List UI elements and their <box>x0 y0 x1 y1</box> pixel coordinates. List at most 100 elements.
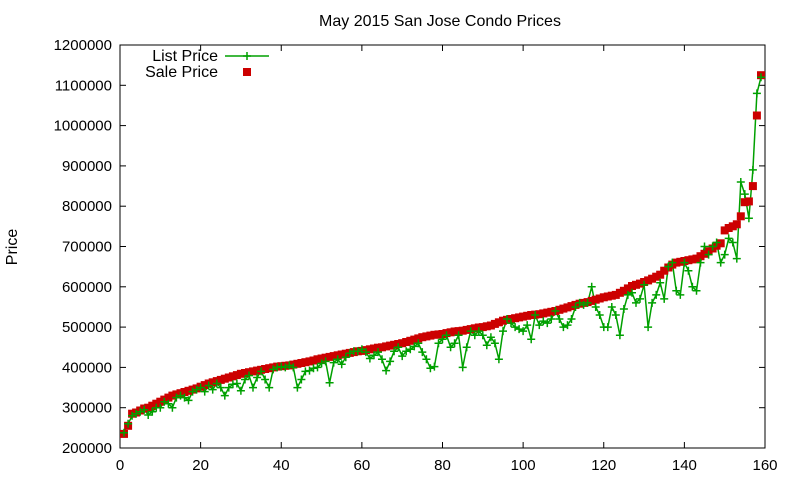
list-price-point <box>523 321 532 330</box>
list-price-point <box>547 315 556 323</box>
list-price-point <box>628 288 636 297</box>
sale-price-point <box>648 274 657 283</box>
sale-price-point <box>732 220 741 229</box>
y-tick-label: 200000 <box>62 440 112 457</box>
sale-price-point <box>390 340 399 349</box>
sale-price-point <box>623 284 632 293</box>
sale-price-point <box>748 182 757 191</box>
list-price-point <box>680 258 689 267</box>
sale-price-point <box>744 197 753 206</box>
legend-list-price-marker <box>243 52 251 60</box>
list-price-point <box>470 331 479 340</box>
list-price-point <box>374 348 382 357</box>
x-tick-label: 60 <box>354 457 371 474</box>
list-price-point <box>656 278 665 287</box>
y-tick-label: 500000 <box>62 319 112 336</box>
list-price-point <box>200 387 209 396</box>
list-price-point <box>672 286 681 295</box>
list-price-point <box>168 403 177 412</box>
sale-price-point <box>184 386 193 395</box>
list-price-point <box>583 298 592 307</box>
sale-price-point <box>378 343 386 352</box>
legend-sale-price-marker <box>243 68 251 76</box>
list-price-point <box>527 335 536 344</box>
sale-price-point <box>700 249 709 258</box>
list-price-point <box>301 367 310 376</box>
list-price-point <box>398 352 407 361</box>
list-price-point <box>744 214 753 223</box>
list-price-point <box>603 323 612 332</box>
list-price-point <box>414 339 423 348</box>
legend-label-sale-price: Sale Price <box>145 64 218 81</box>
list-price-point <box>591 303 600 311</box>
legend-label-list-price: List Price <box>152 48 218 65</box>
x-tick-label: 40 <box>273 457 290 474</box>
list-price-point <box>333 355 342 364</box>
list-price-point <box>325 378 334 387</box>
sale-price-point <box>365 345 374 354</box>
list-price-point <box>434 339 443 348</box>
sale-price-point <box>494 318 503 327</box>
sale-price-point <box>301 358 310 367</box>
list-price-point <box>353 347 362 356</box>
list-price-point <box>273 363 282 372</box>
list-price-point <box>712 238 721 247</box>
y-tick-label: 800000 <box>62 198 112 215</box>
chart-title: May 2015 San Jose Condo Prices <box>319 13 561 30</box>
list-price-point <box>132 409 141 418</box>
sale-price-point <box>740 198 749 207</box>
sale-price-point <box>559 304 568 313</box>
y-tick-label: 400000 <box>62 359 112 376</box>
list-price-point <box>386 357 395 366</box>
list-price-point <box>390 347 399 356</box>
list-price-point <box>740 190 749 199</box>
list-price-point <box>156 403 165 412</box>
list-price-point <box>228 380 237 389</box>
sale-price-point <box>454 327 463 336</box>
legend: List Price Sale Price <box>145 48 269 81</box>
list-price-point <box>212 379 221 388</box>
y-tick-label: 1000000 <box>54 118 112 135</box>
list-price-markers <box>120 73 765 437</box>
list-price-point <box>450 339 459 348</box>
list-price-point <box>361 348 370 357</box>
y-tick-label: 300000 <box>62 400 112 417</box>
list-price-point <box>382 366 391 375</box>
list-price-point <box>144 411 153 419</box>
list-price-point <box>140 405 149 414</box>
list-price-point <box>442 331 451 340</box>
list-price-point <box>249 383 257 392</box>
list-price-point <box>236 386 245 395</box>
sale-price-point <box>236 369 245 378</box>
list-price-point <box>261 375 270 384</box>
sale-price-point <box>724 224 733 232</box>
list-price-point <box>611 311 620 319</box>
plot-frame <box>119 44 766 449</box>
list-price-point <box>220 391 229 400</box>
list-price-point <box>515 325 524 334</box>
list-price-point <box>720 250 729 259</box>
list-price-point <box>124 419 133 428</box>
x-tick-label: 80 <box>434 457 451 474</box>
list-price-point <box>337 360 346 369</box>
list-price-point <box>265 383 274 392</box>
list-price-point <box>728 238 737 247</box>
list-price-point <box>458 363 467 372</box>
y-tick-label: 900000 <box>62 158 112 175</box>
y-tick-label: 1200000 <box>54 37 112 54</box>
sale-price-point <box>261 365 270 373</box>
list-price-point <box>664 262 673 271</box>
list-price-point <box>632 298 640 307</box>
list-price-point <box>478 331 487 340</box>
sale-price-point <box>636 279 644 288</box>
list-price-point <box>607 303 616 311</box>
list-price-point <box>462 343 471 352</box>
list-price-point <box>499 327 507 336</box>
list-price-point <box>321 357 330 366</box>
list-price-point <box>160 397 169 406</box>
list-price-point <box>216 383 225 392</box>
list-price-point <box>474 327 483 336</box>
list-price-point <box>551 307 560 315</box>
sale-price-point <box>325 352 334 361</box>
list-price-point <box>696 258 705 267</box>
